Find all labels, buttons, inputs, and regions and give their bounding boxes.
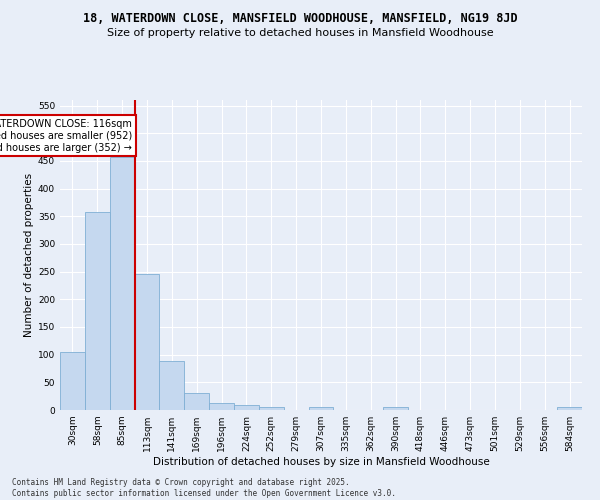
Bar (60, 352, 85, 410)
Bar (184, 393, 209, 410)
Bar (134, 274, 160, 410)
Y-axis label: Number of detached properties: Number of detached properties (24, 173, 34, 337)
Bar (557, 407, 582, 410)
Text: 18 WATERDOWN CLOSE: 116sqm
← 73% of detached houses are smaller (952)
27% of sem: 18 WATERDOWN CLOSE: 116sqm ← 73% of deta… (0, 120, 132, 152)
Bar (160, 360, 184, 410)
X-axis label: Distribution of detached houses by size in Mansfield Woodhouse: Distribution of detached houses by size … (152, 457, 490, 467)
Text: Contains HM Land Registry data © Crown copyright and database right 2025.
Contai: Contains HM Land Registry data © Crown c… (12, 478, 396, 498)
Text: Size of property relative to detached houses in Mansfield Woodhouse: Size of property relative to detached ho… (107, 28, 493, 38)
Bar (383, 407, 408, 410)
Bar (85, 212, 110, 410)
Bar (209, 403, 234, 410)
Bar (259, 406, 284, 410)
Text: 18, WATERDOWN CLOSE, MANSFIELD WOODHOUSE, MANSFIELD, NG19 8JD: 18, WATERDOWN CLOSE, MANSFIELD WOODHOUSE… (83, 12, 517, 26)
Bar (308, 407, 334, 410)
Bar (234, 405, 259, 410)
Bar (110, 157, 134, 410)
